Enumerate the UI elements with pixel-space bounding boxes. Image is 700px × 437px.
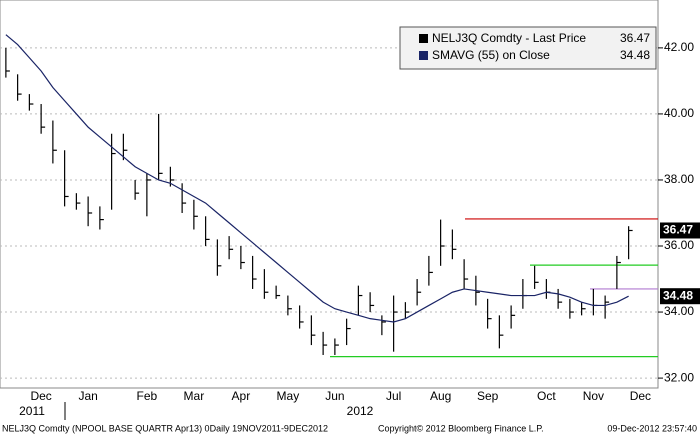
x-tick-label: Jun: [325, 389, 344, 403]
x-tick-label: Sep: [477, 389, 499, 403]
x-tick-label: Jul: [386, 389, 401, 403]
x-tick-label: May: [277, 389, 300, 403]
footer-left: NELJ3Q Comdty (NPOOL BASE QUARTR Apr13) …: [2, 423, 328, 433]
y-tick-label: 32.00: [664, 370, 694, 384]
legend-swatch: [419, 51, 428, 60]
x-tick-label: Nov: [583, 389, 604, 403]
x-tick-label: Dec: [30, 389, 51, 403]
year-label: 2012: [347, 404, 374, 418]
y-tick-label: 34.00: [664, 304, 694, 318]
legend-value: 36.47: [620, 31, 650, 45]
x-tick-label: Mar: [184, 389, 205, 403]
moving-average: [5, 34, 629, 323]
y-tick-label: 42.00: [664, 40, 694, 54]
price-tag-label: 36.47: [663, 223, 693, 237]
y-tick-label: 38.00: [664, 172, 694, 186]
x-tick-label: Aug: [430, 389, 451, 403]
legend: NELJ3Q Comdty - Last Price 36.47 SMAVG (…: [399, 26, 657, 70]
legend-label: NELJ3Q Comdty - Last Price: [432, 31, 586, 45]
y-tick-label: 36.00: [664, 238, 694, 252]
x-tick-label: Apr: [232, 389, 251, 403]
price-tag: [660, 288, 700, 305]
year-label: 2011: [19, 404, 45, 418]
legend-label: SMAVG (55) on Close: [432, 48, 550, 62]
x-tick-label: Jan: [78, 389, 97, 403]
price-tag-label: 34.48: [663, 288, 693, 302]
x-tick-label: Feb: [137, 389, 158, 403]
footer-right: 09-Dec-2012 23:57:40: [607, 423, 697, 433]
legend-value: 34.48: [620, 48, 650, 62]
x-tick-label: Oct: [537, 389, 556, 403]
y-tick-label: 40.00: [664, 106, 694, 120]
price-tag: [660, 222, 700, 239]
legend-box: [399, 26, 657, 70]
x-tick-label: Dec: [630, 389, 651, 403]
legend-swatch: [419, 34, 428, 43]
footer-middle: Copyright© 2012 Bloomberg Finance L.P.: [378, 423, 544, 433]
